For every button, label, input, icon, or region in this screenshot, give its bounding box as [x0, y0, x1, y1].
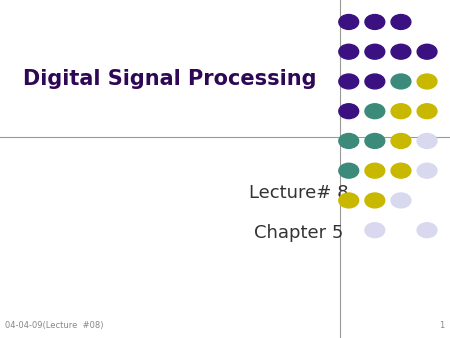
Circle shape [417, 163, 437, 178]
Circle shape [339, 44, 359, 59]
Circle shape [391, 193, 411, 208]
Text: Digital Signal Processing: Digital Signal Processing [23, 69, 317, 89]
Circle shape [417, 223, 437, 238]
Circle shape [391, 44, 411, 59]
Circle shape [339, 163, 359, 178]
Circle shape [365, 193, 385, 208]
Circle shape [391, 163, 411, 178]
Text: Lecture# 8: Lecture# 8 [249, 184, 349, 202]
Circle shape [391, 134, 411, 148]
Text: Chapter 5: Chapter 5 [254, 224, 344, 242]
Circle shape [391, 15, 411, 29]
Text: 04-04-09(Lecture  #08): 04-04-09(Lecture #08) [5, 320, 104, 330]
Circle shape [365, 134, 385, 148]
Circle shape [339, 74, 359, 89]
Circle shape [339, 134, 359, 148]
Circle shape [365, 15, 385, 29]
Circle shape [417, 74, 437, 89]
Circle shape [417, 104, 437, 119]
Circle shape [391, 104, 411, 119]
Circle shape [365, 104, 385, 119]
Circle shape [365, 163, 385, 178]
Circle shape [339, 193, 359, 208]
Circle shape [339, 15, 359, 29]
Circle shape [339, 104, 359, 119]
Circle shape [391, 74, 411, 89]
Text: 1: 1 [439, 320, 445, 330]
Circle shape [365, 44, 385, 59]
Circle shape [365, 74, 385, 89]
Circle shape [417, 44, 437, 59]
Circle shape [365, 223, 385, 238]
Circle shape [417, 134, 437, 148]
